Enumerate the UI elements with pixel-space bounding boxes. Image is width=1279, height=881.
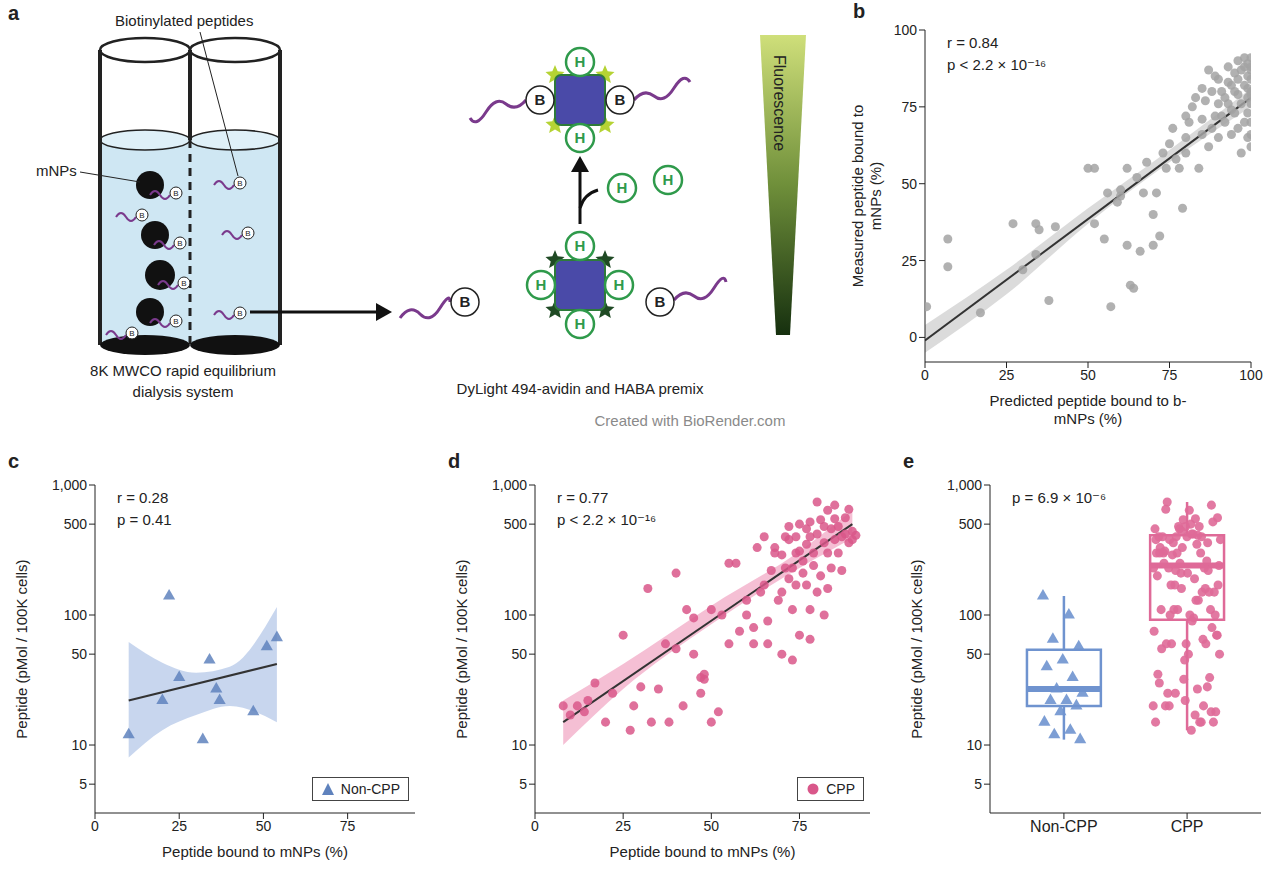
svg-text:75: 75: [1162, 367, 1178, 383]
svg-text:10: 10: [966, 737, 982, 753]
svg-text:B: B: [181, 279, 186, 288]
svg-text:50: 50: [704, 818, 720, 834]
svg-text:B: B: [173, 189, 178, 198]
svg-text:0: 0: [921, 367, 929, 383]
html-text:e: e: [903, 450, 915, 472]
svg-text:25: 25: [171, 818, 187, 834]
html-text:p < 2.2 × 10⁻¹⁶: p < 2.2 × 10⁻¹⁶: [557, 511, 657, 528]
svg-text:25: 25: [615, 818, 631, 834]
html-text:8K MWCO rapid equilibrium dial: 8K MWCO rapid equilibrium dialysis syste…: [90, 362, 276, 400]
svg-text:5: 5: [974, 776, 982, 792]
svg-text:0: 0: [909, 329, 917, 345]
html-text:DyLight 494-avidin and HABA pr: DyLight 494-avidin and HABA premix: [456, 380, 704, 397]
svg-text:H: H: [663, 171, 674, 188]
svg-text:B: B: [245, 229, 250, 238]
svg-text:CPP: CPP: [1171, 818, 1204, 835]
html-text:Peptide (pMol / 100K cells): Peptide (pMol / 100K cells): [453, 559, 470, 739]
svg-text:10: 10: [71, 737, 87, 753]
svg-text:25: 25: [901, 253, 917, 269]
svg-text:B: B: [237, 309, 242, 318]
svg-text:100: 100: [894, 22, 918, 38]
html-text:Peptide (pMol / 100K cells): Peptide (pMol / 100K cells): [13, 559, 30, 739]
svg-text:H: H: [575, 129, 586, 146]
html-text:d: d: [448, 450, 461, 472]
svg-text:B: B: [177, 239, 182, 248]
svg-text:H: H: [536, 276, 547, 293]
svg-text:5: 5: [519, 776, 527, 792]
svg-text:B: B: [535, 91, 546, 108]
svg-text:1,000: 1,000: [947, 477, 982, 493]
html-text:CPP: CPP: [826, 781, 855, 797]
svg-text:H: H: [575, 237, 586, 254]
svg-text:B: B: [173, 317, 178, 326]
html-text:Biotinylated peptides: Biotinylated peptides: [115, 12, 254, 29]
svg-text:B: B: [237, 179, 242, 188]
svg-text:25: 25: [999, 367, 1015, 383]
html-text:b: b: [853, 0, 866, 22]
svg-text:B: B: [129, 329, 134, 338]
svg-text:H: H: [614, 276, 625, 293]
html-text:p = 0.41: p = 0.41: [117, 511, 172, 528]
svg-text:0: 0: [91, 818, 99, 834]
html-text:r = 0.84: r = 0.84: [947, 34, 999, 51]
html-text:Peptide bound to mNPs (%): Peptide bound to mNPs (%): [162, 843, 348, 860]
svg-text:10: 10: [511, 737, 527, 753]
html-text:Non-CPP: Non-CPP: [340, 781, 400, 797]
svg-text:H: H: [575, 315, 586, 332]
svg-text:H: H: [575, 53, 586, 70]
svg-text:50: 50: [71, 646, 87, 662]
html-text:c: c: [8, 450, 20, 472]
html-text:a: a: [8, 2, 20, 24]
svg-text:75: 75: [792, 818, 808, 834]
svg-text:H: H: [617, 179, 628, 196]
html-text:p = 6.9 × 10⁻⁶: p = 6.9 × 10⁻⁶: [1012, 489, 1107, 506]
html-text:Measured peptide bound to mNPs: Measured peptide bound to mNPs (%): [849, 104, 884, 288]
svg-text:100: 100: [64, 607, 88, 623]
svg-text:100: 100: [1239, 367, 1263, 383]
svg-text:Non-CPP: Non-CPP: [1030, 818, 1098, 835]
html-text:Predicted peptide bound to b-m: Predicted peptide bound to b-mNPs (%): [989, 392, 1187, 427]
svg-text:100: 100: [504, 607, 528, 623]
html-text:Peptide bound to mNPs (%): Peptide bound to mNPs (%): [609, 843, 796, 860]
svg-text:50: 50: [966, 646, 982, 662]
svg-text:1,000: 1,000: [492, 477, 527, 493]
svg-text:50: 50: [511, 646, 527, 662]
html-text:mNPs: mNPs: [36, 162, 77, 179]
html-text:Peptide (pMol / 100K cells): Peptide (pMol / 100K cells): [908, 559, 925, 739]
svg-text:50: 50: [901, 176, 917, 192]
svg-text:Fluorescence: Fluorescence: [771, 55, 788, 151]
html-text:p < 2.2 × 10⁻¹⁶: p < 2.2 × 10⁻¹⁶: [947, 56, 1047, 73]
svg-text:75: 75: [340, 818, 356, 834]
svg-text:0: 0: [531, 818, 539, 834]
html-text:r = 0.77: r = 0.77: [557, 489, 609, 506]
html-text:Created with BioRender.com: Created with BioRender.com: [594, 412, 786, 429]
svg-text:B: B: [655, 293, 666, 310]
svg-text:100: 100: [959, 607, 983, 623]
svg-text:50: 50: [256, 818, 272, 834]
svg-text:5: 5: [79, 776, 87, 792]
svg-text:B: B: [615, 91, 626, 108]
svg-text:B: B: [139, 211, 144, 220]
svg-text:75: 75: [901, 99, 917, 115]
svg-text:B: B: [460, 293, 471, 310]
html-text:r = 0.28: r = 0.28: [117, 489, 169, 506]
svg-text:500: 500: [504, 516, 528, 532]
svg-text:1,000: 1,000: [52, 477, 87, 493]
svg-text:50: 50: [1080, 367, 1096, 383]
svg-text:500: 500: [64, 516, 88, 532]
svg-text:500: 500: [959, 516, 983, 532]
